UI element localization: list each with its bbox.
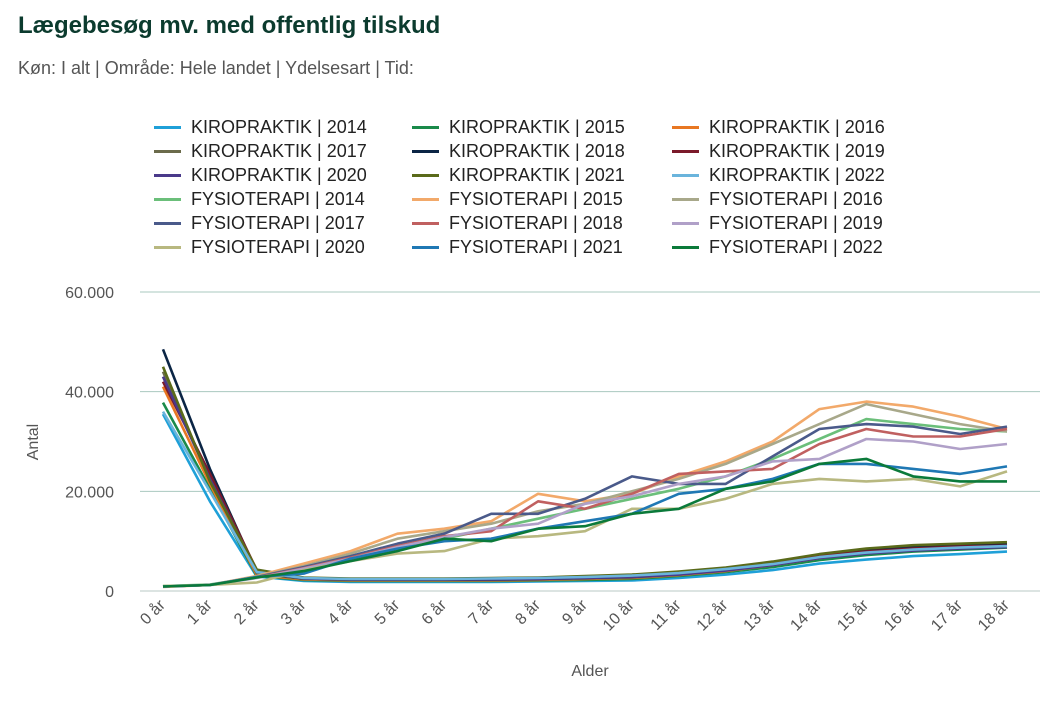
legend-item[interactable]: FYSIOTERAPI | 2014 — [154, 189, 412, 210]
chart-subtitle: Køn: I alt | Område: Hele landet | Ydels… — [18, 58, 414, 78]
legend-swatch — [154, 246, 181, 249]
legend-label: KIROPRAKTIK | 2016 — [709, 117, 885, 137]
x-tick-label: 0 år — [137, 596, 170, 629]
legend-swatch — [154, 174, 181, 177]
x-axis-ticks: 0 år 1 år 2 år 3 år 4 år 5 år 6 år 7 år 8 år 9 år… — [137, 596, 1014, 635]
legend-item[interactable]: KIROPRAKTIK | 2021 — [412, 165, 672, 186]
x-tick-label: 18 år — [974, 596, 1013, 635]
legend-item[interactable]: KIROPRAKTIK | 2014 — [154, 117, 412, 138]
legend-swatch — [154, 150, 181, 153]
series-line-15 — [162, 437, 1008, 588]
legend-item[interactable]: KIROPRAKTIK | 2017 — [154, 141, 412, 162]
x-tick-label: 1 år — [183, 596, 216, 629]
x-tick-label: 8 år — [512, 596, 545, 629]
x-tick-label: 15 år — [834, 596, 873, 635]
y-axis-label: Antal — [25, 424, 42, 460]
legend-label: FYSIOTERAPI | 2021 — [449, 237, 623, 257]
legend-swatch — [412, 174, 439, 177]
x-tick-label: 6 år — [418, 596, 451, 629]
x-tick-label: 17 år — [927, 596, 966, 635]
legend-item[interactable]: KIROPRAKTIK | 2020 — [154, 165, 412, 186]
x-tick-label: 10 år — [599, 596, 638, 635]
legend-label: FYSIOTERAPI | 2014 — [191, 189, 365, 209]
series-line-13 — [162, 422, 1008, 588]
y-tick-label: 20.000 — [65, 484, 114, 501]
x-tick-label: 16 år — [881, 596, 920, 635]
legend: KIROPRAKTIK | 2014 KIROPRAKTIK | 2015 KIRO… — [154, 117, 944, 258]
legend-item[interactable]: KIROPRAKTIK | 2019 — [672, 141, 932, 162]
legend-label: FYSIOTERAPI | 2019 — [709, 213, 883, 233]
x-tick-label: 2 år — [230, 596, 263, 629]
legend-swatch — [412, 246, 439, 249]
legend-label: FYSIOTERAPI | 2020 — [191, 237, 365, 257]
legend-item[interactable]: KIROPRAKTIK | 2022 — [672, 165, 932, 186]
x-tick-label: 7 år — [465, 596, 498, 629]
legend-swatch — [672, 126, 699, 129]
legend-item[interactable]: KIROPRAKTIK | 2015 — [412, 117, 672, 138]
legend-label: KIROPRAKTIK | 2017 — [191, 141, 367, 161]
legend-swatch — [412, 126, 439, 129]
legend-swatch — [672, 174, 699, 177]
legend-label: FYSIOTERAPI | 2017 — [191, 213, 365, 233]
x-tick-label: 11 år — [647, 596, 685, 634]
series-line-17 — [162, 462, 1008, 588]
chart-title: Lægebesøg mv. med offentlig tilskud — [18, 12, 441, 39]
x-axis-label: Alder — [571, 663, 609, 680]
x-tick-label: 5 år — [371, 596, 404, 629]
legend-label: KIROPRAKTIK | 2014 — [191, 117, 367, 137]
y-tick-label: 0 — [105, 584, 114, 601]
gridlines — [140, 291, 1040, 592]
legend-item[interactable]: FYSIOTERAPI | 2018 — [412, 213, 672, 234]
legend-swatch — [412, 150, 439, 153]
legend-swatch — [412, 222, 439, 225]
legend-label: KIROPRAKTIK | 2019 — [709, 141, 885, 161]
legend-swatch — [412, 198, 439, 201]
legend-swatch — [154, 198, 181, 201]
x-tick-label: 9 år — [559, 596, 592, 629]
x-tick-label: 13 år — [740, 596, 779, 635]
legend-label: KIROPRAKTIK | 2022 — [709, 165, 885, 185]
legend-label: FYSIOTERAPI | 2016 — [709, 189, 883, 209]
y-tick-label: 40.000 — [65, 385, 114, 402]
legend-item[interactable]: FYSIOTERAPI | 2016 — [672, 189, 932, 210]
x-tick-label: 4 år — [324, 596, 357, 629]
series-line-14 — [162, 427, 1008, 588]
series-line-9 — [161, 410, 1008, 581]
legend-label: FYSIOTERAPI | 2022 — [709, 237, 883, 257]
series-line-11 — [162, 400, 1008, 589]
legend-item[interactable]: FYSIOTERAPI | 2019 — [672, 213, 932, 234]
legend-swatch — [672, 246, 699, 249]
x-tick-label: 12 år — [693, 596, 732, 635]
legend-label: KIROPRAKTIK | 2020 — [191, 165, 367, 185]
y-axis-ticks: 0 20.000 40.000 60.000 — [65, 285, 114, 601]
series-line-18 — [162, 457, 1007, 588]
legend-item[interactable]: KIROPRAKTIK | 2016 — [672, 117, 932, 138]
legend-label: FYSIOTERAPI | 2018 — [449, 213, 623, 233]
x-tick-label: 14 år — [787, 596, 826, 635]
legend-label: KIROPRAKTIK | 2018 — [449, 141, 625, 161]
legend-item[interactable]: FYSIOTERAPI | 2021 — [412, 237, 672, 258]
legend-label: KIROPRAKTIK | 2021 — [449, 165, 625, 185]
series-lines — [161, 348, 1008, 589]
legend-item[interactable]: FYSIOTERAPI | 2020 — [154, 237, 412, 258]
legend-item[interactable]: KIROPRAKTIK | 2018 — [412, 141, 672, 162]
legend-swatch — [154, 222, 181, 225]
y-tick-label: 60.000 — [65, 285, 114, 302]
legend-swatch — [672, 150, 699, 153]
legend-item[interactable]: FYSIOTERAPI | 2022 — [672, 237, 932, 258]
x-tick-label: 3 år — [277, 596, 310, 629]
legend-label: FYSIOTERAPI | 2015 — [449, 189, 623, 209]
legend-swatch — [672, 198, 699, 201]
legend-label: KIROPRAKTIK | 2015 — [449, 117, 625, 137]
series-line-8 — [161, 366, 1008, 580]
legend-item[interactable]: FYSIOTERAPI | 2017 — [154, 213, 412, 234]
legend-swatch — [672, 222, 699, 225]
legend-swatch — [154, 126, 181, 129]
legend-item[interactable]: FYSIOTERAPI | 2015 — [412, 189, 672, 210]
